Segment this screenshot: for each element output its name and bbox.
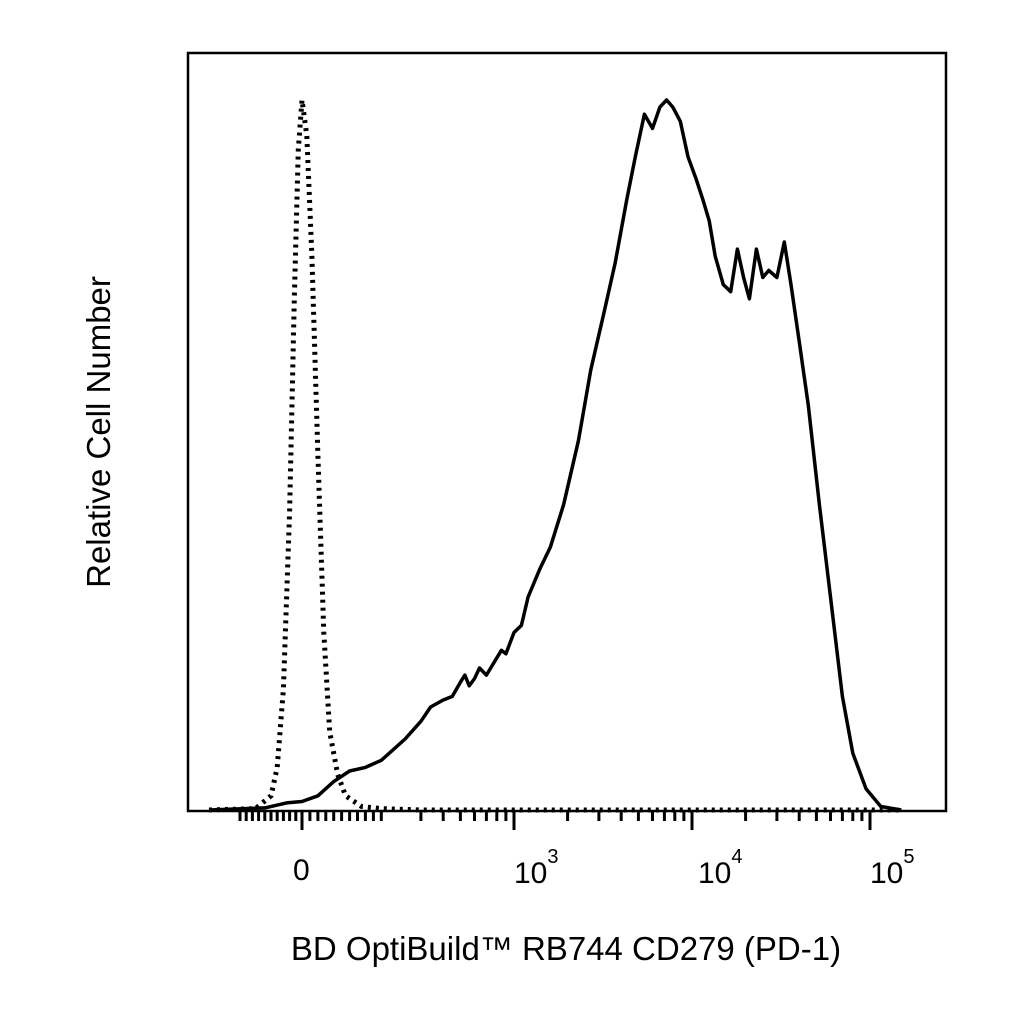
plot-frame [186,51,948,813]
x-axis-minor-ticks [238,812,864,821]
x-tick-label-0: 0 [293,854,310,887]
x-axis-major-ticks [300,812,872,830]
cd279-stained-histogram [208,98,902,812]
x-tick-label-1000: 103 [514,846,559,890]
x-tick-label-100000: 105 [870,846,915,890]
x-tick-label-10000: 104 [698,846,743,890]
x-axis-label: BD OptiBuild™ RB744 CD279 (PD-1) [291,930,841,967]
y-axis-label: Relative Cell Number [80,276,117,588]
isotype-control-histogram [208,99,902,813]
